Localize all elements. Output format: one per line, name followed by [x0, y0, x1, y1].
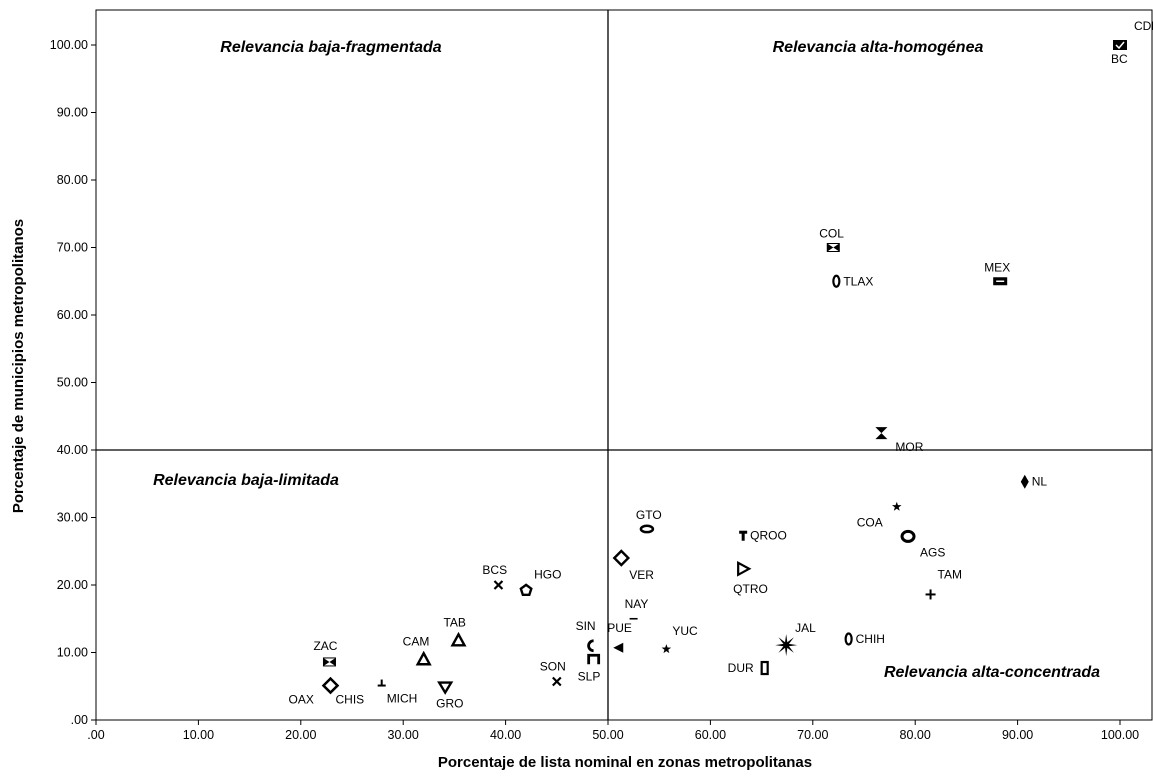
x-tick-label: 80.00	[900, 728, 931, 742]
point-label-mor: MOR	[895, 440, 923, 454]
x-tick-label: 40.00	[490, 728, 521, 742]
data-point-bcs	[493, 580, 504, 590]
point-label-gto: GTO	[636, 508, 662, 522]
point-label-zac: ZAC	[313, 639, 337, 653]
y-tick-label: 70.00	[57, 241, 88, 255]
point-label-tam: TAM	[938, 567, 962, 581]
data-point-slp	[587, 653, 601, 665]
data-point-oax	[321, 676, 340, 695]
data-point-qroo	[739, 530, 748, 541]
y-tick-label: 100.00	[50, 38, 88, 52]
data-point-nl	[1020, 474, 1029, 489]
data-point-hgo	[519, 583, 533, 597]
x-tick-label: 60.00	[695, 728, 726, 742]
x-tick-label: 20.00	[285, 728, 316, 742]
data-point-son	[552, 676, 562, 687]
point-label-ver: VER	[629, 568, 654, 582]
point-label-qroo: QROO	[750, 529, 787, 543]
point-label-cam: CAM	[403, 634, 430, 648]
x-tick-label: 90.00	[1002, 728, 1033, 742]
point-label-mex: MEX	[984, 260, 1010, 274]
data-point-gro	[437, 681, 454, 695]
x-axis-title: Porcentaje de lista nominal en zonas met…	[438, 754, 812, 771]
y-tick-label: 10.00	[57, 646, 88, 660]
point-label-bc: BC	[1111, 52, 1128, 66]
y-tick-label: 30.00	[57, 511, 88, 525]
data-point-mex	[993, 277, 1008, 286]
quadrant-label-top-right: Relevancia alta-homogénea	[773, 39, 984, 56]
point-label-bcs: BCS	[482, 563, 507, 577]
y-tick-label: 20.00	[57, 578, 88, 592]
plot-frame	[95, 9, 1153, 721]
data-point-tlax	[832, 274, 841, 288]
point-label-yuc: YUC	[672, 624, 698, 638]
data-point-ags	[900, 529, 916, 543]
data-point-yuc	[661, 644, 672, 654]
quadrant-label-bottom-left: Relevancia baja-limitada	[153, 472, 339, 489]
point-label-hgo: HGO	[534, 567, 561, 581]
data-point-mor	[875, 427, 888, 440]
y-tick-label: 50.00	[57, 376, 88, 390]
data-point-mich	[377, 679, 386, 687]
x-tick-label: 50.00	[592, 728, 623, 742]
point-label-tlax: TLAX	[843, 274, 873, 288]
point-label-mich: MICH	[387, 692, 418, 706]
data-point-bc	[1113, 40, 1127, 50]
point-label-slp: SLP	[578, 669, 601, 683]
point-label-jal: JAL	[795, 621, 816, 635]
data-point-sin	[587, 639, 594, 653]
point-label-nl: NL	[1032, 475, 1048, 489]
x-tick-label: 30.00	[388, 728, 419, 742]
data-point-pue	[613, 642, 624, 653]
data-point-jal	[775, 634, 798, 657]
point-label-ags: AGS	[920, 545, 945, 559]
point-label-coa: COA	[857, 516, 883, 530]
point-label-chis: CHIS	[335, 693, 364, 707]
point-label-pue: PUE	[607, 621, 632, 635]
point-label-tab: TAB	[443, 615, 465, 629]
quadrant-label-top-left: Relevancia baja-fragmentada	[220, 39, 442, 56]
point-label-oax: OAX	[288, 693, 313, 707]
y-tick-label: 40.00	[57, 443, 88, 457]
y-tick-label: 80.00	[57, 173, 88, 187]
y-tick-label: .00	[71, 713, 88, 727]
y-tick-label: 60.00	[57, 308, 88, 322]
data-point-chis	[321, 676, 340, 695]
data-point-qtro	[737, 560, 752, 577]
data-point-gto	[639, 524, 655, 534]
point-label-son: SON	[540, 660, 566, 674]
y-tick-label: 90.00	[57, 106, 88, 120]
point-label-sin: SIN	[576, 619, 596, 633]
x-tick-label: 10.00	[183, 728, 214, 742]
data-point-chih	[844, 632, 853, 646]
point-label-dur: DUR	[728, 661, 754, 675]
point-label-gro: GRO	[436, 697, 463, 711]
x-tick-label: 70.00	[797, 728, 828, 742]
point-label-chih: CHIH	[856, 632, 885, 646]
x-tick-label: .00	[87, 728, 104, 742]
y-axis-title: Porcentaje de municipios metropolitanos	[10, 219, 27, 513]
data-point-coa	[892, 501, 902, 511]
x-tick-label: 100.00	[1101, 728, 1139, 742]
quadrant-label-bottom-right: Relevancia alta-concentrada	[884, 664, 1100, 681]
data-point-dur	[760, 660, 769, 676]
point-label-col: COL	[819, 227, 844, 241]
data-point-cam	[415, 650, 432, 666]
point-label-qtro: QTRO	[733, 582, 768, 596]
data-point-ver	[612, 549, 631, 567]
point-label-cdmx: CDMX	[1134, 19, 1153, 33]
data-point-col	[826, 243, 840, 252]
point-label-nay: NAY	[625, 597, 649, 611]
data-point-zac	[322, 657, 336, 667]
data-point-tam	[925, 589, 936, 600]
data-point-tab	[450, 631, 467, 647]
